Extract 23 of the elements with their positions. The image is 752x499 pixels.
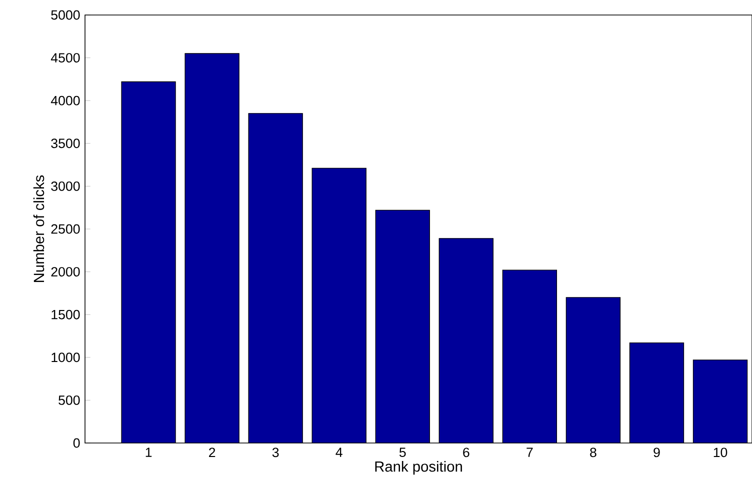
x-tick-label: 10: [714, 448, 728, 458]
y-tick-label: 3000: [51, 181, 80, 191]
x-tick-label: 6: [463, 448, 470, 458]
y-tick-label: 0: [73, 438, 80, 448]
y-tick-label: 3500: [51, 138, 80, 148]
y-tick-label: 4500: [50, 53, 80, 63]
y-tick-label: 4000: [50, 96, 80, 106]
x-tick-label: 8: [590, 448, 596, 458]
x-tick-label: 9: [654, 448, 660, 458]
y-tick-label: 500: [58, 395, 80, 405]
x-axis-title: Rank position: [375, 460, 462, 475]
x-tick-label: 3: [272, 448, 279, 458]
y-tick-label: 1500: [52, 310, 80, 320]
x-tick-label: 2: [209, 448, 216, 458]
x-tick-label: 7: [526, 448, 533, 457]
y-tick-label: 2500: [51, 224, 80, 234]
y-tick-label: 1000: [52, 352, 80, 362]
y-axis-title: Number of clicks: [33, 175, 44, 282]
x-tick-label: 4: [336, 448, 342, 457]
x-tick-label: 5: [399, 448, 406, 458]
x-tick-label: 1: [146, 448, 152, 457]
y-tick-label: 5000: [51, 10, 80, 20]
y-tick-label: 2000: [51, 267, 80, 277]
